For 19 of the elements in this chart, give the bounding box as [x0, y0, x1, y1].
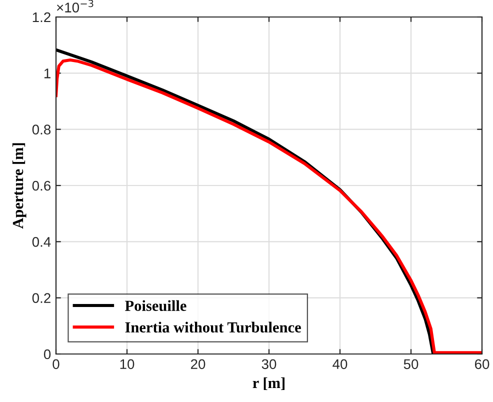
y-tick-label: 0.2	[32, 293, 50, 304]
x-tick-label: 10	[120, 359, 134, 370]
legend-label: Poiseuille	[125, 300, 186, 312]
y-tick-label: 0	[44, 349, 51, 360]
text: ×10$^{−3}$	[56, 0, 94, 12]
x-tick-label: 0	[52, 359, 60, 370]
legend-label: Inertia without Turbulence	[125, 322, 301, 333]
y-tick-label: 0.8	[32, 124, 51, 135]
x-tick-label: 40	[332, 359, 348, 370]
y-tick-label: 0.6	[32, 180, 51, 191]
x-tick-label: 20	[190, 359, 206, 370]
x-tick-label: 60	[474, 359, 490, 370]
x-tick-label: 50	[404, 359, 418, 370]
y-tick-label: 1	[44, 68, 50, 78]
y-tick-label: 0.4	[32, 237, 51, 247]
y-tick-label: 1.2	[32, 12, 50, 22]
x-axis-title: r [m]	[252, 377, 284, 390]
x-tick-label: 30	[262, 359, 276, 370]
y-axis-title: Aperture [m]	[12, 143, 26, 229]
